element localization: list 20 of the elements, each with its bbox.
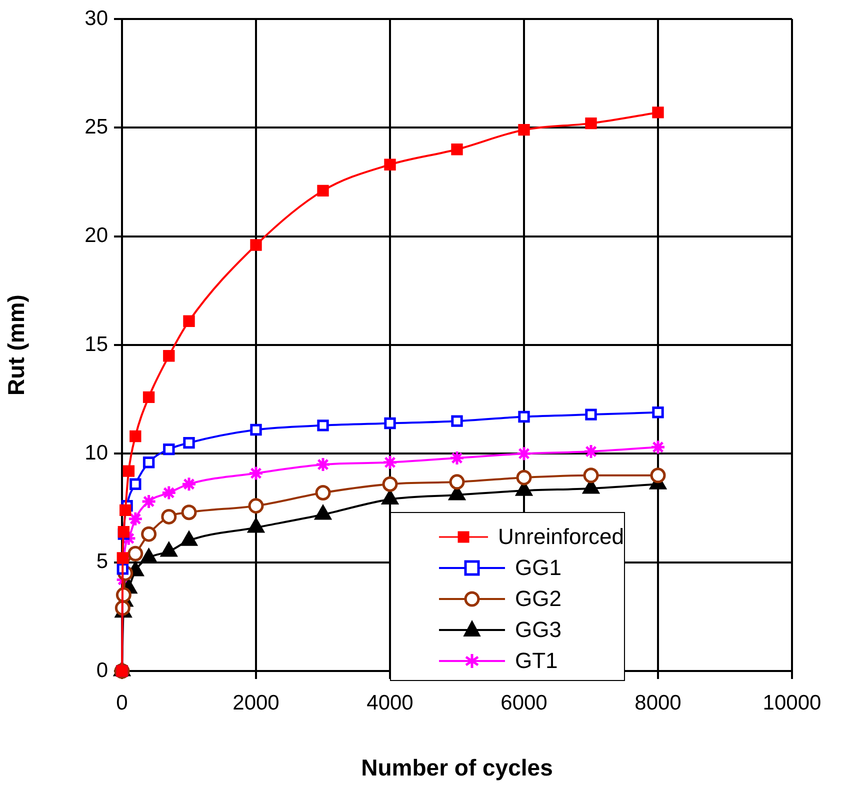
x-tick-label: 8000 <box>634 691 682 714</box>
x-tick-label: 0 <box>116 691 128 714</box>
x-axis-title: Number of cycles <box>361 754 553 781</box>
y-tick-label: 15 <box>84 332 108 356</box>
x-tick-label: 4000 <box>366 691 414 714</box>
legend-label: GT1 <box>515 648 558 674</box>
y-tick-label: 5 <box>96 550 108 574</box>
legend-label: GG2 <box>515 586 562 612</box>
y-tick-label: 20 <box>84 224 108 248</box>
legend-label: Unreinforced <box>498 524 624 550</box>
y-tick-label: 10 <box>84 441 108 464</box>
y-tick-label: 30 <box>84 6 108 30</box>
legend-label: GG3 <box>515 616 562 642</box>
legend-label: GG1 <box>515 554 562 580</box>
y-tick-label: 25 <box>84 115 108 138</box>
x-tick-label: 10000 <box>762 691 822 714</box>
y-axis-title: Rut (mm) <box>3 294 30 396</box>
x-tick-label: 2000 <box>232 691 280 714</box>
y-tick-label: 0 <box>96 658 108 682</box>
x-tick-label: 6000 <box>500 691 548 714</box>
